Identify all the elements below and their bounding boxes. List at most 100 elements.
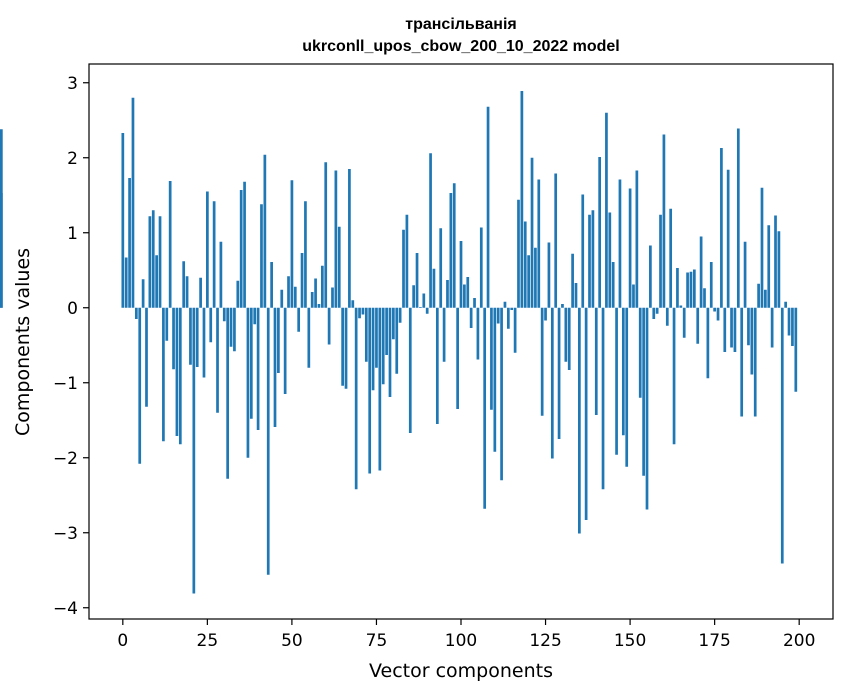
bar	[561, 304, 564, 308]
bar	[686, 272, 689, 308]
bar	[496, 307, 500, 324]
bar	[466, 277, 470, 308]
bar	[564, 307, 568, 362]
bar	[405, 214, 409, 308]
bar	[199, 277, 202, 308]
bar	[550, 307, 554, 459]
bar	[233, 307, 236, 352]
bar	[534, 247, 537, 308]
bar-series	[0, 91, 798, 594]
bar	[473, 298, 476, 308]
bar	[202, 307, 206, 378]
bar	[720, 148, 723, 308]
bar	[195, 307, 199, 367]
bar	[206, 191, 209, 308]
bar	[189, 307, 192, 365]
bar	[249, 307, 253, 419]
y-tick-label: −1	[53, 374, 78, 394]
y-tick-label: −3	[53, 524, 78, 544]
bar	[145, 307, 148, 407]
y-tick-label: −4	[53, 599, 78, 619]
bar	[642, 307, 645, 476]
bar	[341, 307, 344, 386]
bar	[506, 307, 510, 329]
bar	[598, 157, 602, 308]
bar	[392, 307, 395, 340]
bar	[730, 307, 733, 348]
bar	[297, 307, 301, 332]
x-tick-label: 0	[117, 631, 128, 651]
y-tick-label: 1	[67, 224, 78, 244]
bar	[750, 307, 754, 375]
bar	[263, 154, 267, 308]
bar	[503, 301, 507, 308]
bar	[692, 269, 696, 308]
bar	[337, 226, 341, 308]
bar	[172, 307, 175, 370]
x-axis-label: Vector components	[369, 660, 553, 682]
bar	[327, 307, 331, 345]
bar	[517, 199, 520, 308]
bar	[0, 193, 3, 308]
bar	[621, 307, 625, 436]
bar	[158, 216, 162, 308]
bar	[429, 153, 432, 308]
bar	[300, 253, 304, 308]
x-tick-label: 50	[281, 631, 303, 651]
bar	[253, 307, 257, 325]
bar	[368, 307, 372, 474]
bar	[371, 307, 375, 391]
bar	[134, 307, 138, 319]
bar	[794, 307, 798, 392]
bar	[557, 307, 561, 439]
bar	[256, 307, 260, 430]
bar	[432, 268, 436, 308]
bar	[456, 307, 459, 409]
bar	[398, 307, 402, 323]
bar	[141, 279, 145, 308]
bar	[216, 307, 219, 413]
bar	[412, 285, 416, 308]
bar	[787, 307, 791, 336]
bar	[314, 278, 317, 308]
bar	[270, 262, 273, 308]
bar	[581, 194, 585, 308]
bar	[777, 231, 781, 308]
bar	[530, 157, 534, 308]
y-axis-ticks: −4 −3 −2 −1 0 1 2 3	[53, 74, 89, 619]
bar	[591, 210, 595, 308]
bar	[784, 301, 788, 308]
bar	[422, 293, 426, 308]
x-tick-label: 25	[197, 631, 219, 651]
bar	[395, 307, 399, 374]
bar	[753, 307, 757, 417]
x-axis-ticks: 0 25 50 75 100 125 150 175 200	[117, 619, 815, 651]
bar	[537, 179, 541, 308]
bar	[320, 265, 324, 308]
bar	[381, 307, 385, 385]
bar	[652, 307, 656, 319]
bar	[655, 307, 659, 314]
x-tick-label: 75	[366, 631, 388, 651]
bar	[571, 253, 574, 308]
bar	[283, 307, 287, 394]
bar	[594, 307, 598, 415]
bar	[632, 284, 635, 308]
bar	[540, 307, 544, 416]
bar	[317, 304, 321, 308]
bar	[490, 307, 493, 410]
bar	[703, 288, 706, 308]
bar	[226, 307, 230, 479]
bar	[757, 283, 760, 308]
bar	[148, 216, 152, 308]
bar	[175, 307, 179, 436]
bar	[676, 268, 679, 308]
bar	[615, 307, 618, 455]
bar	[567, 307, 571, 370]
bar	[364, 307, 368, 362]
bar	[280, 289, 284, 308]
bar	[415, 253, 419, 308]
bar	[679, 305, 683, 308]
